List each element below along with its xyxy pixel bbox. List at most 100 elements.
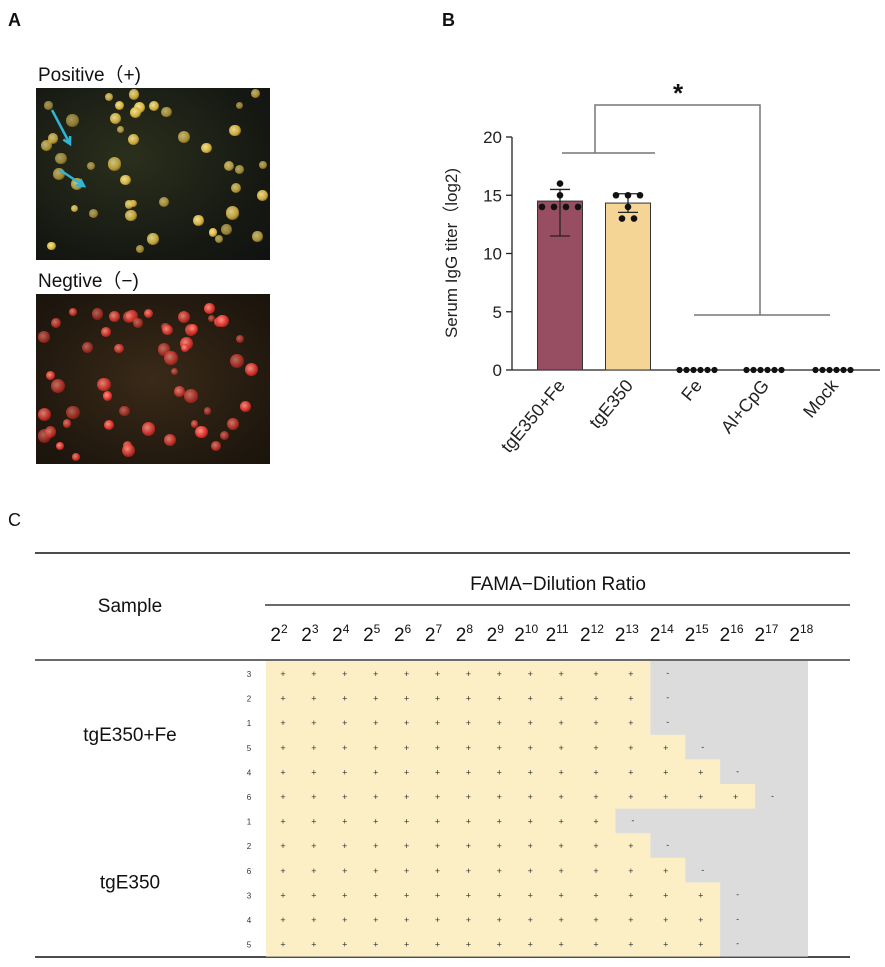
plus-mark: + xyxy=(593,915,598,925)
header-sample: Sample xyxy=(98,596,162,617)
plus-mark: + xyxy=(593,767,598,777)
cell-dot xyxy=(174,385,185,397)
plus-mark: + xyxy=(311,915,316,925)
cell-dot xyxy=(195,426,208,439)
row-id: 4 xyxy=(247,768,252,777)
plus-mark: + xyxy=(497,841,502,851)
cell-dot xyxy=(190,420,198,428)
plus-mark: + xyxy=(558,890,563,900)
plus-mark: + xyxy=(528,841,533,851)
cell-dot xyxy=(107,157,122,172)
panel-letter-a: A xyxy=(8,10,21,30)
plus-mark: + xyxy=(528,792,533,802)
data-point xyxy=(556,191,564,199)
data-point xyxy=(624,203,632,211)
cell-dot xyxy=(183,389,198,403)
plus-mark: + xyxy=(342,915,347,925)
data-point xyxy=(750,366,757,374)
minus-mark: - xyxy=(666,693,669,703)
row-id: 2 xyxy=(247,842,252,851)
plus-mark: + xyxy=(342,890,347,900)
y-tick-label: 5 xyxy=(493,303,502,322)
cell-dot xyxy=(221,223,233,235)
dilution-header: 218 xyxy=(789,622,813,646)
cell-dot xyxy=(89,209,99,219)
positive-region xyxy=(266,882,721,908)
plus-mark: + xyxy=(593,940,598,950)
plus-mark: + xyxy=(528,866,533,876)
cell-dot xyxy=(211,441,222,452)
data-point xyxy=(826,366,833,374)
cell-dot xyxy=(50,317,62,329)
dilution-header: 215 xyxy=(685,622,709,646)
negative-region xyxy=(685,857,808,883)
plus-mark: + xyxy=(311,743,316,753)
plus-mark: + xyxy=(558,841,563,851)
arrow-icon xyxy=(50,109,72,145)
minus-mark: - xyxy=(771,791,774,801)
plus-mark: + xyxy=(435,940,440,950)
plus-mark: + xyxy=(404,669,409,679)
cell-dot xyxy=(116,125,124,134)
plus-mark: + xyxy=(435,841,440,851)
data-point xyxy=(704,366,711,374)
negative-region xyxy=(685,734,808,760)
dilution-header: 217 xyxy=(755,622,779,646)
cell-dot xyxy=(143,308,153,318)
cell-dot xyxy=(193,215,204,226)
plus-mark: + xyxy=(342,817,347,827)
plus-mark: + xyxy=(663,940,668,950)
plus-mark: + xyxy=(466,718,471,728)
cell-dot xyxy=(216,315,229,328)
plus-mark: + xyxy=(558,940,563,950)
plus-mark: + xyxy=(280,817,285,827)
plus-mark: + xyxy=(628,866,633,876)
significance-bracket xyxy=(594,104,761,315)
plus-mark: + xyxy=(558,915,563,925)
dilution-header: 210 xyxy=(514,622,538,646)
row-id: 6 xyxy=(247,793,252,802)
plus-mark: + xyxy=(528,694,533,704)
plus-mark: + xyxy=(593,817,598,827)
dilution-header: 213 xyxy=(615,622,639,646)
x-tick-label: Mock xyxy=(799,375,843,422)
data-point xyxy=(812,366,819,374)
cell-dot xyxy=(81,341,93,354)
plus-mark: + xyxy=(593,890,598,900)
row-id: 5 xyxy=(247,941,252,950)
plus-mark: + xyxy=(435,743,440,753)
data-point xyxy=(556,180,564,187)
plus-mark: + xyxy=(466,915,471,925)
plus-mark: + xyxy=(628,792,633,802)
data-point xyxy=(743,366,750,374)
plus-mark: + xyxy=(558,718,563,728)
positive-region xyxy=(266,685,651,711)
x-tick-label: Fe xyxy=(677,376,706,405)
cell-dot xyxy=(235,164,244,174)
x-tick-label: Al+CpG xyxy=(717,376,773,438)
dilution-header: 28 xyxy=(456,622,474,646)
cell-dot xyxy=(122,310,135,323)
cell-dot xyxy=(120,175,131,186)
plus-mark: + xyxy=(404,915,409,925)
data-point xyxy=(562,203,570,211)
cell-dot xyxy=(187,323,199,335)
minus-mark: - xyxy=(701,865,704,875)
plus-mark: + xyxy=(404,841,409,851)
data-point xyxy=(574,203,582,211)
arrow-overlay xyxy=(50,109,87,188)
cell-dot xyxy=(102,391,113,401)
plus-mark: + xyxy=(628,694,633,704)
plus-mark: + xyxy=(342,940,347,950)
positive-region xyxy=(266,857,686,883)
plus-mark: + xyxy=(311,817,316,827)
cell-dot xyxy=(208,228,218,237)
cell-dot xyxy=(177,130,190,143)
minus-mark: - xyxy=(736,889,739,899)
plus-mark: + xyxy=(311,890,316,900)
group-name: tgE350 xyxy=(100,872,160,893)
minus-mark: - xyxy=(666,668,669,678)
x-tick-label: tgE350+Fe xyxy=(497,376,569,457)
cell-dot xyxy=(114,343,124,354)
